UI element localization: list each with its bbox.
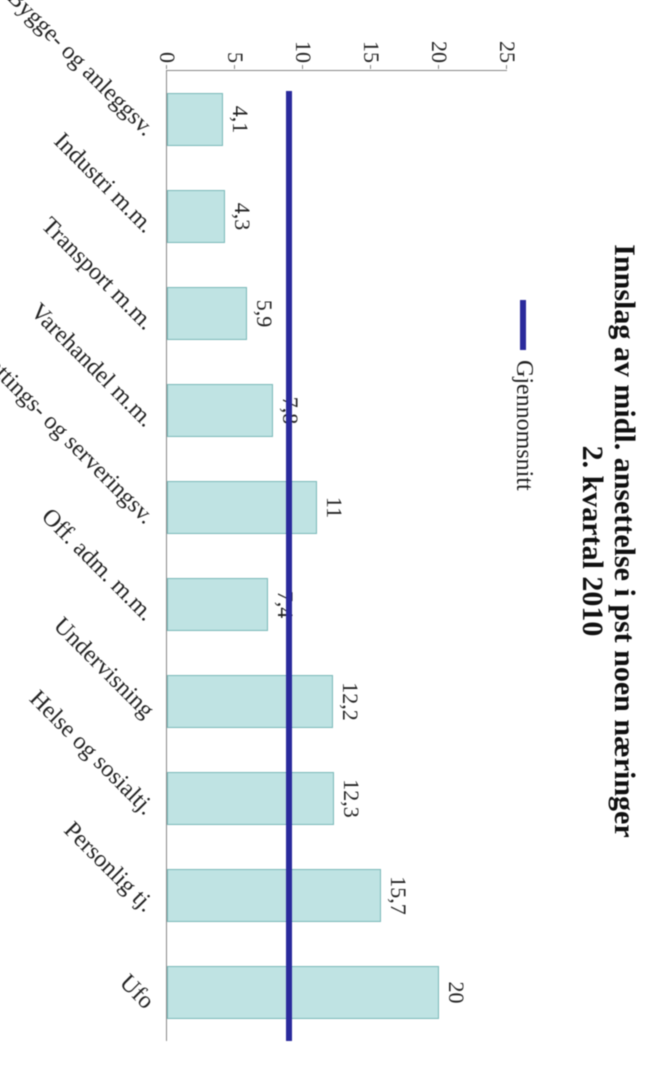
bar-rect: [167, 772, 334, 825]
bar-value-label: 15,7: [385, 876, 411, 915]
legend-label: Gjennomsnitt: [510, 360, 537, 491]
x-axis-label: Ufo: [114, 969, 159, 1014]
bar-rect: [167, 481, 317, 534]
bar: 4,1: [167, 93, 223, 146]
bar-rect: [167, 966, 439, 1019]
y-tick-label: 15: [358, 41, 384, 63]
bar-rect: [167, 384, 273, 437]
bar-value-label: 11: [321, 497, 347, 518]
bar: 12,2: [167, 675, 333, 728]
bar-rect: [167, 578, 268, 631]
x-axis-label: Personlig tj.: [58, 816, 159, 917]
bar-value-label: 4,3: [229, 203, 255, 231]
bar: 7,8: [167, 384, 273, 437]
chart-title-line2: 2. kvartal 2010: [575, 0, 609, 1082]
legend-swatch: [521, 300, 527, 350]
bar-rect: [167, 675, 333, 728]
chart-legend: Gjennomsnitt: [510, 300, 537, 491]
average-line: [286, 91, 292, 1041]
x-axis-labels: Bygge- og anleggsv.Industri m.m.Transpor…: [7, 70, 167, 1040]
bar-rect: [167, 190, 225, 243]
bar-value-label: 7,4: [272, 591, 298, 619]
plot-area: 05101520254,14,35,97,8117,412,212,315,72…: [166, 70, 507, 1041]
y-tick-label: 10: [290, 41, 316, 63]
bar-value-label: 20: [443, 981, 469, 1003]
chart-title: Innslag av midl. ansettelse i pst noen n…: [575, 0, 641, 1082]
chart-title-line1: Innslag av midl. ansettelse i pst noen n…: [607, 0, 641, 1082]
bar-rect: [167, 287, 247, 340]
y-tick-label: 20: [426, 41, 452, 63]
bar-rect: [167, 869, 381, 922]
y-tick-label: 25: [494, 41, 520, 63]
bar-value-label: 12,2: [337, 682, 363, 721]
bar-value-label: 5,9: [251, 300, 277, 328]
bar: 20: [167, 966, 439, 1019]
bar: 4,3: [167, 190, 225, 243]
y-tick-label: 5: [222, 52, 248, 63]
bar-value-label: 4,1: [227, 106, 253, 134]
chart-container: Innslag av midl. ansettelse i pst noen n…: [0, 0, 647, 1082]
x-axis-label: Bygge- og anleggsv.: [1, 0, 159, 142]
bar: 11: [167, 481, 317, 534]
bar: 7,4: [167, 578, 268, 631]
bar-rect: [167, 93, 223, 146]
bar: 12,3: [167, 772, 334, 825]
bar: 15,7: [167, 869, 381, 922]
y-tick-label: 0: [154, 52, 180, 63]
bar: 5,9: [167, 287, 247, 340]
bar-value-label: 12,3: [338, 779, 364, 818]
